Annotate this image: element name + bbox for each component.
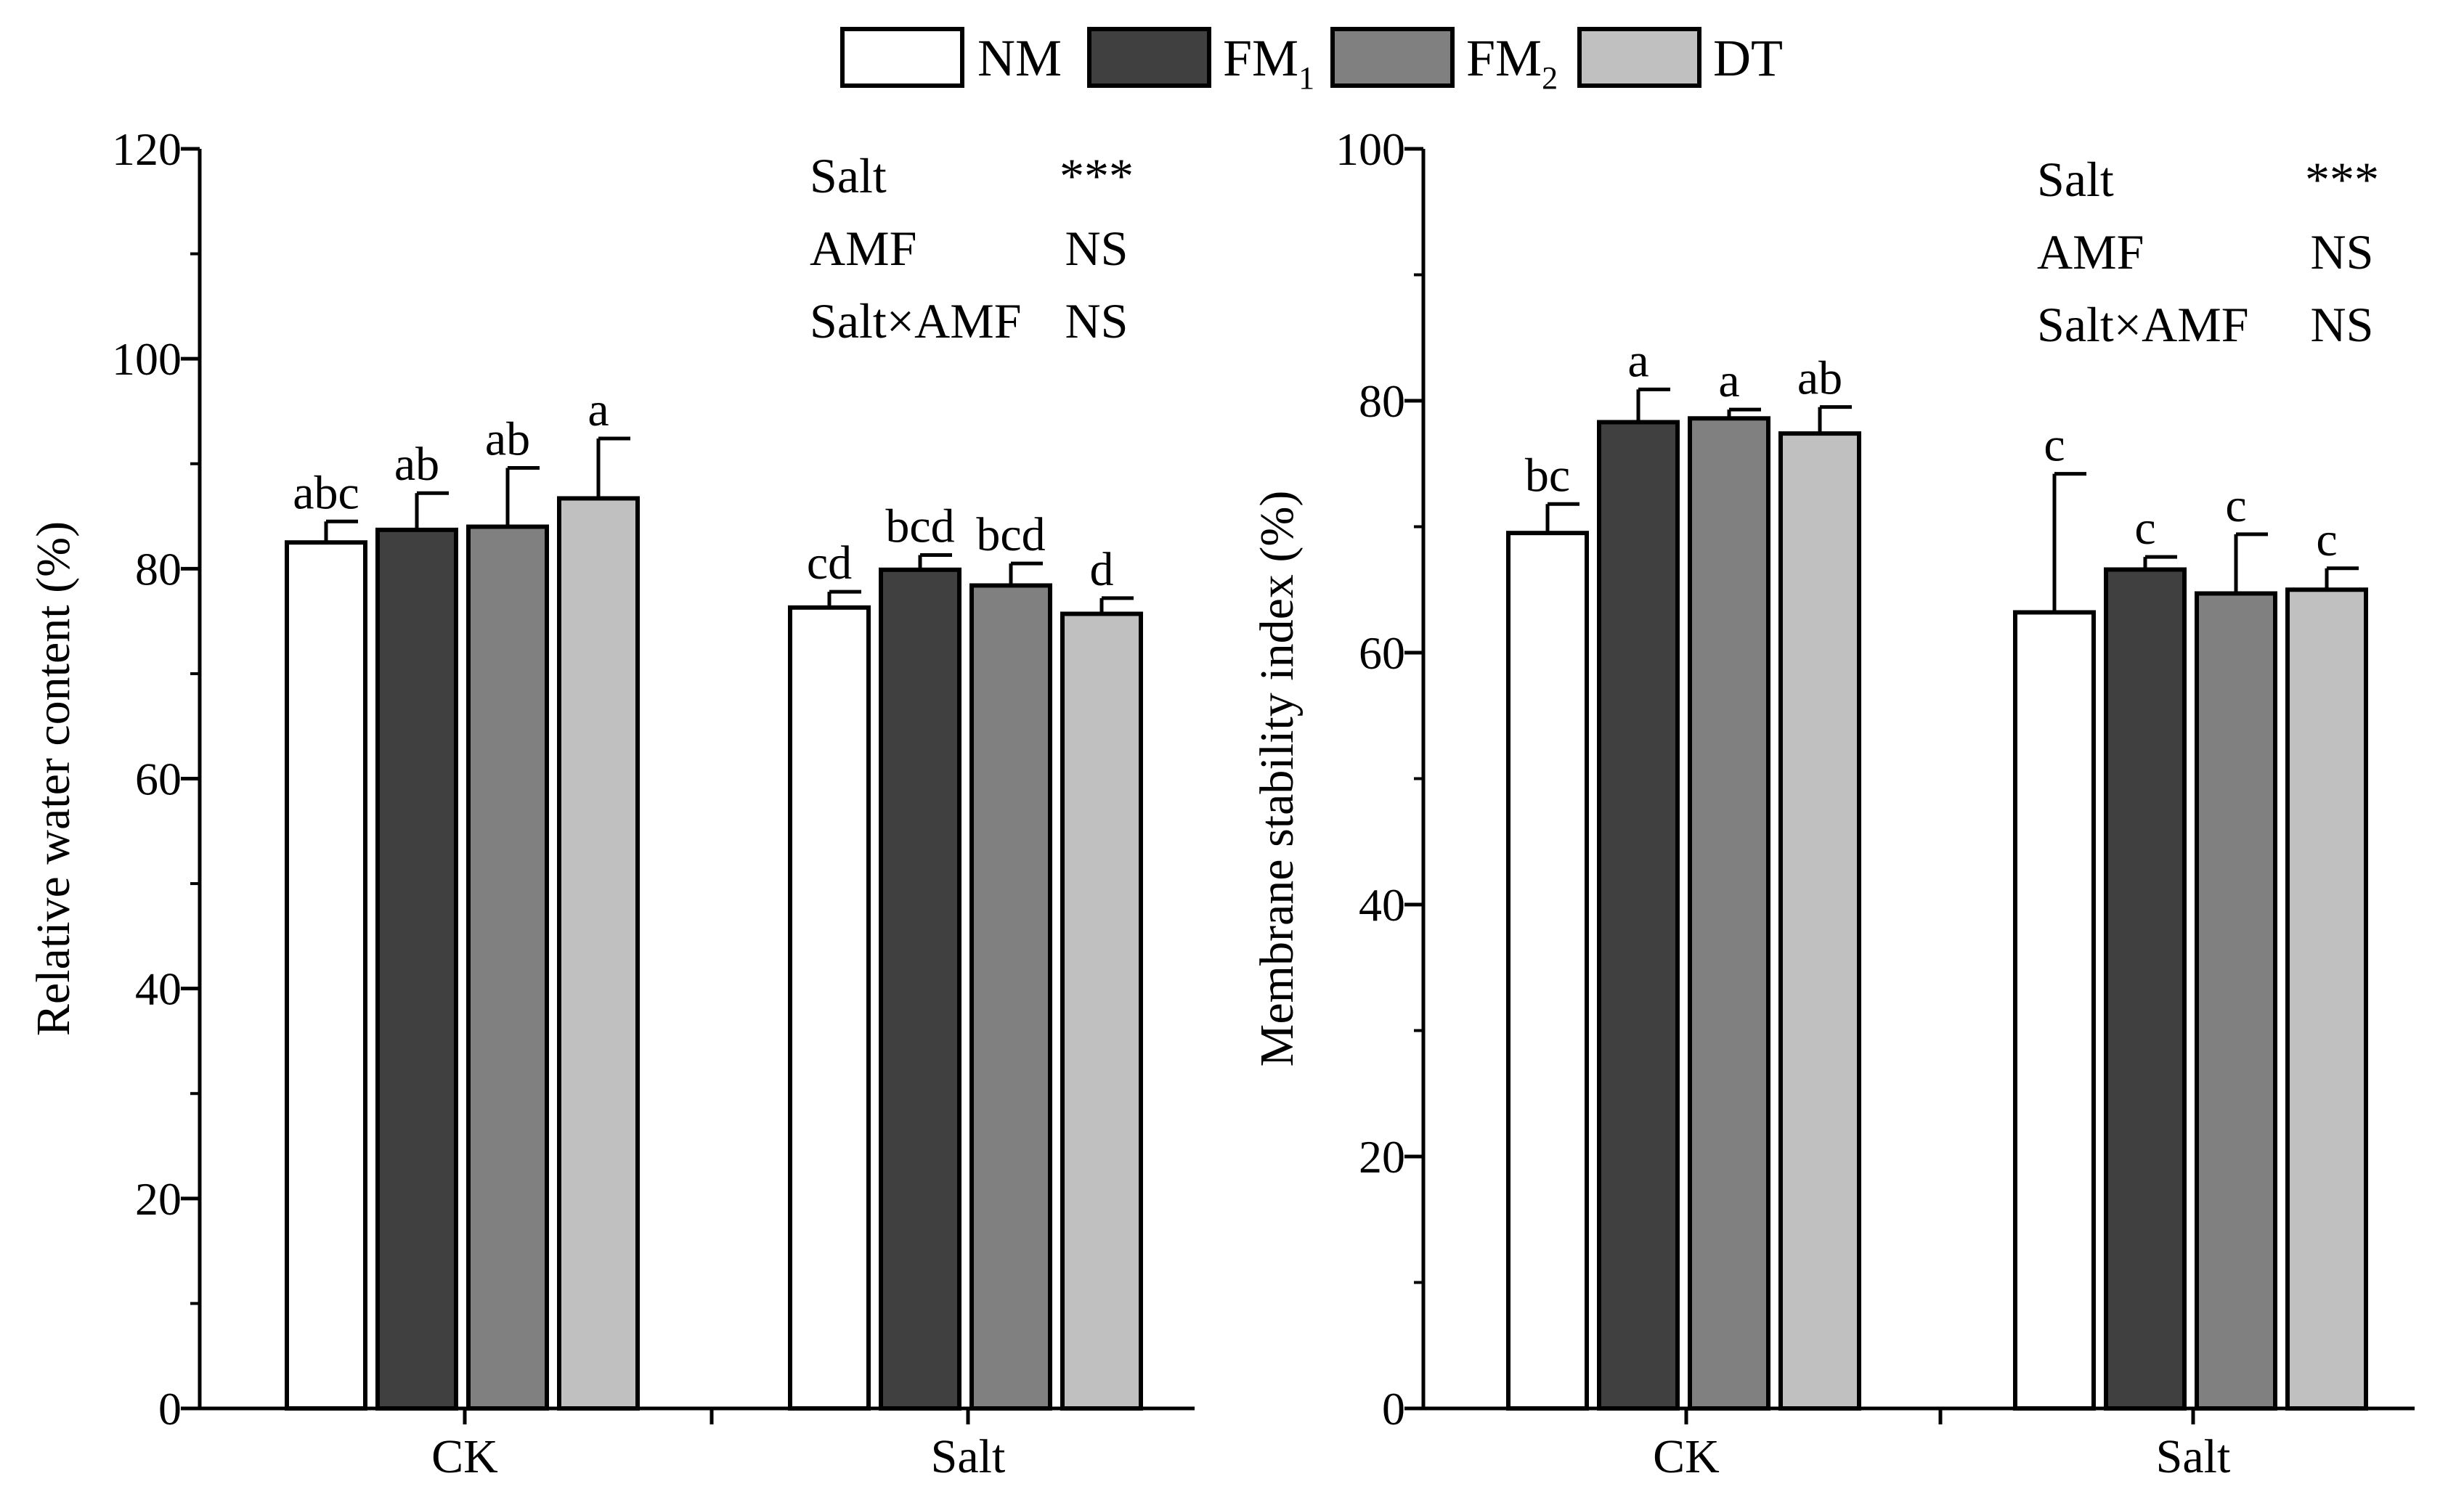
y-tick-label: 20 (1359, 1131, 1405, 1183)
significance-letter: d (1090, 543, 1114, 596)
legend-label-text: NM (977, 29, 1062, 87)
stat-term: Salt×AMF (2037, 297, 2249, 352)
significance-letter: a (587, 383, 609, 436)
x-category-label: Salt (2156, 1430, 2231, 1483)
y-tick-label: 20 (135, 1173, 182, 1225)
legend-label-text: DT (1713, 29, 1783, 87)
y-tick-label: 80 (1359, 375, 1405, 427)
bar-nm (285, 540, 367, 1411)
stat-result: NS (1065, 293, 1129, 348)
significance-letter: c (2316, 513, 2337, 566)
bar-fm1 (1597, 420, 1680, 1411)
significance-letter: c (2225, 479, 2246, 532)
legend-label-text: FM (1223, 29, 1298, 87)
legend-label-subscript: 1 (1298, 60, 1314, 96)
y-tick-label: 0 (158, 1383, 182, 1435)
panel-membrane-stability-index: 0 20 40 60 80 100 Membrane stability index (%)… (1251, 123, 2415, 1483)
y-tick-label: 80 (135, 543, 182, 595)
significance-letter: ab (394, 438, 439, 491)
stat-result: NS (1065, 221, 1129, 276)
stat-term: Salt (2037, 152, 2114, 207)
x-category-label: Salt (931, 1430, 1006, 1483)
significance-letter: abc (293, 466, 359, 519)
significance-letter: c (2044, 419, 2065, 472)
bar-nm (1506, 531, 1589, 1411)
y-tick-label: 0 (1382, 1383, 1405, 1435)
legend-swatch-3 (1330, 27, 1455, 88)
legend-swatch-2 (1087, 27, 1211, 88)
y-tick-label: 40 (135, 963, 182, 1015)
significance-letter: bc (1525, 449, 1570, 502)
stat-term: AMF (810, 221, 916, 276)
stat-result: *** (2305, 152, 2379, 207)
bar-fm2 (466, 524, 549, 1411)
panel-relative-water-content: 0 20 40 60 80 100 120 Relative water content (%… (27, 123, 1195, 1483)
stat-term: Salt (810, 148, 887, 203)
y-tick-label: 40 (1359, 879, 1405, 931)
bar-nm (788, 605, 871, 1411)
significance-letter: a (1718, 354, 1739, 407)
bar-fm2 (1688, 416, 1770, 1411)
stat-term: Salt×AMF (810, 293, 1022, 348)
significance-letter: ab (485, 413, 530, 466)
stat-term: AMF (2037, 224, 2144, 280)
y-axis-title: Relative water content (%) (27, 521, 80, 1036)
legend-swatch-1 (840, 27, 964, 88)
bar-nm (2013, 610, 2096, 1411)
bar-fm1 (879, 567, 961, 1411)
legend-label: DT (1713, 29, 1783, 87)
bar-fm2 (969, 583, 1052, 1411)
legend: NM FM1 FM2 DT (840, 27, 1783, 96)
significance-letter: bcd (885, 500, 954, 553)
y-tick-label: 100 (1335, 123, 1405, 175)
significance-letter: cd (807, 537, 852, 590)
y-tick-label: 120 (112, 123, 182, 175)
y-axis-title: Membrane stability index (%) (1251, 491, 1304, 1067)
significance-letter: bcd (976, 508, 1045, 561)
bar-dt (557, 496, 640, 1411)
y-tick-label: 60 (135, 754, 182, 805)
significance-letter: ab (1797, 352, 1842, 405)
legend-label-subscript: 2 (1542, 60, 1558, 96)
bar-dt (1778, 431, 1861, 1411)
y-tick-label: 60 (1359, 627, 1405, 679)
legend-label-text: FM (1466, 29, 1542, 87)
stat-result: *** (1060, 148, 1134, 203)
bar-dt (2285, 587, 2368, 1411)
legend-swatch-4 (1577, 27, 1701, 88)
bar-fm1 (375, 527, 458, 1411)
significance-letter: c (2134, 502, 2155, 555)
bar-fm2 (2195, 591, 2277, 1411)
significance-letter: a (1627, 334, 1648, 387)
stat-result: NS (2311, 224, 2374, 280)
y-tick-label: 100 (112, 333, 182, 385)
bar-fm1 (2104, 567, 2187, 1411)
legend-label: NM (977, 29, 1062, 87)
x-category-label: CK (431, 1430, 498, 1483)
stat-result: NS (2311, 297, 2374, 352)
legend-label: FM2 (1466, 29, 1558, 96)
x-category-label: CK (1653, 1430, 1720, 1483)
bar-dt (1060, 611, 1143, 1411)
legend-label: FM1 (1223, 29, 1314, 96)
